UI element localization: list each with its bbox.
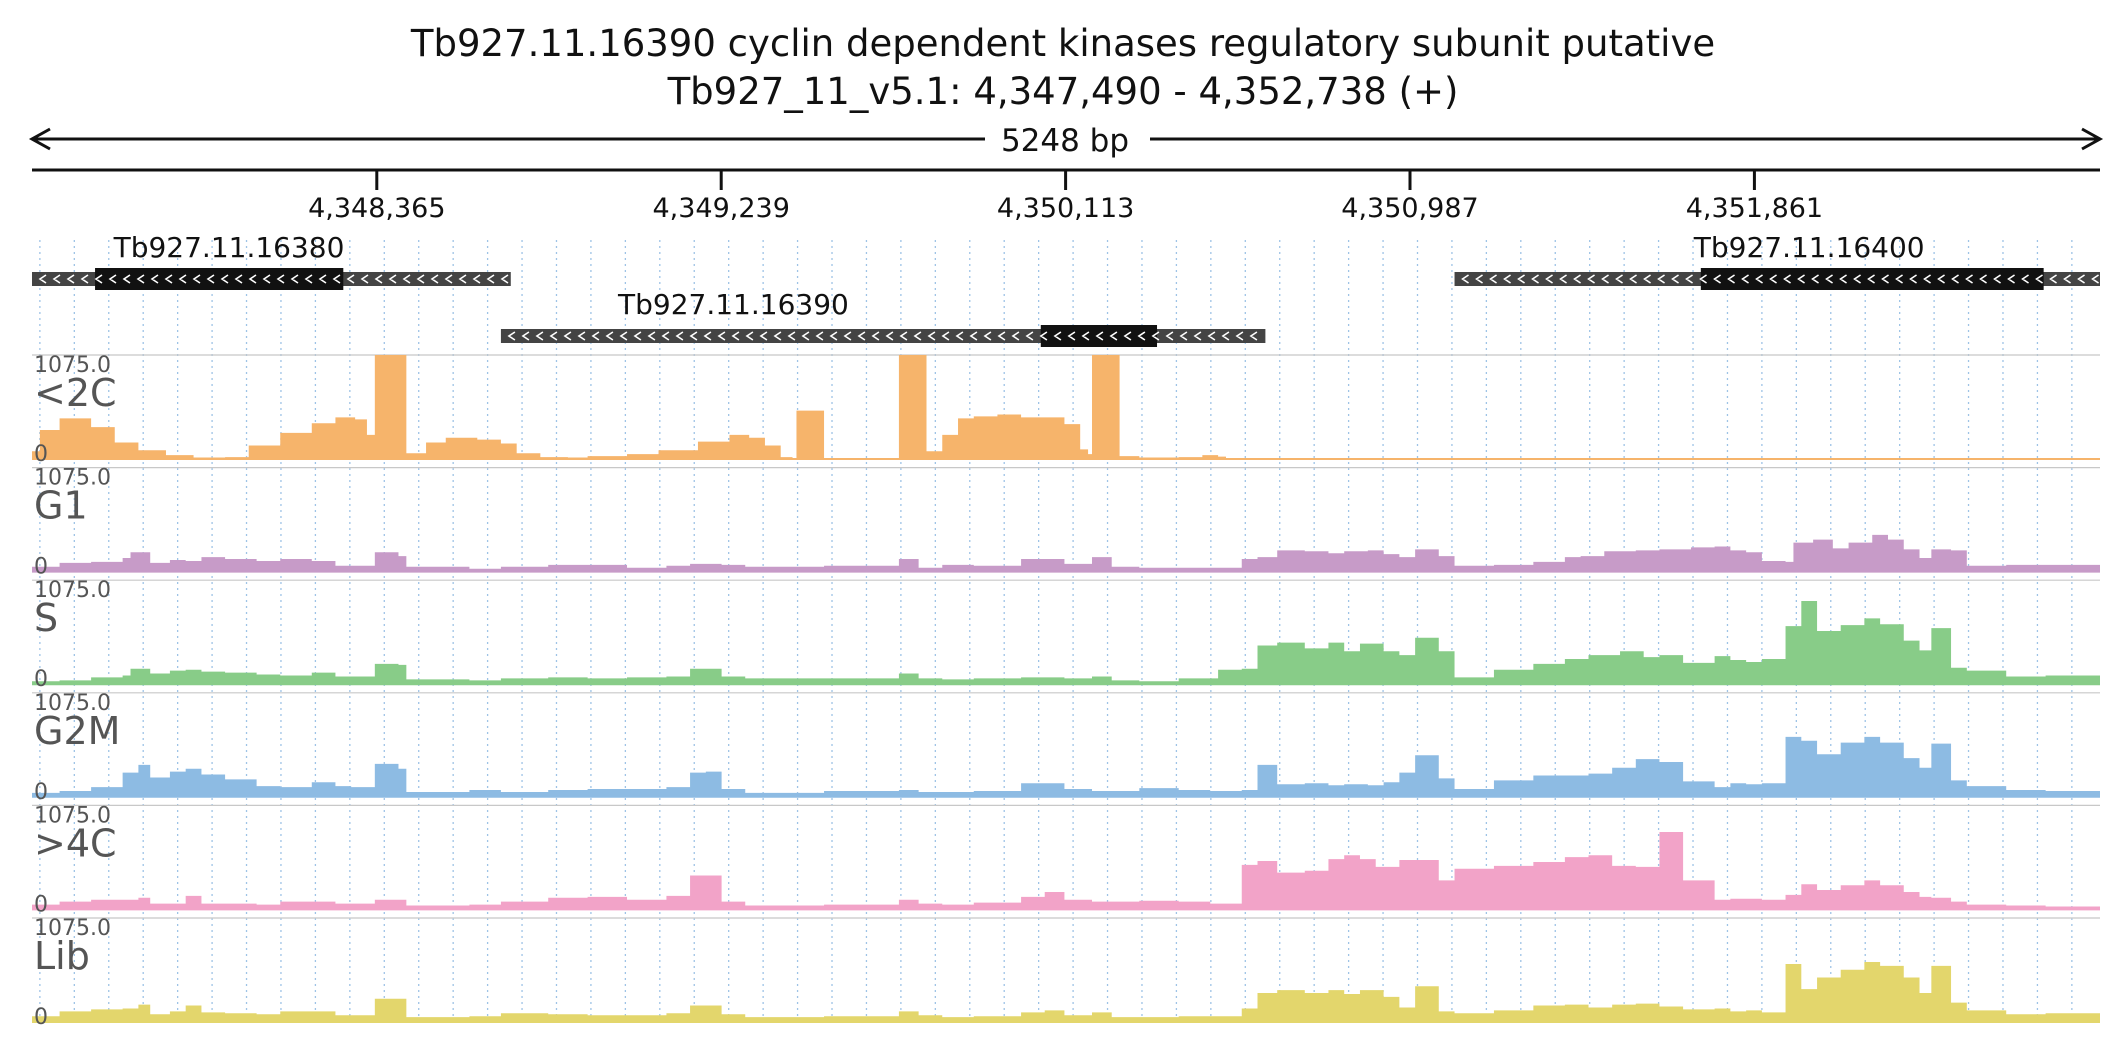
track-name-label: >4C [34,821,117,865]
gene-label: Tb927.11.16400 [1693,231,1925,264]
track-name-label: G2M [34,709,120,753]
track-name-label: <2C [34,371,117,415]
coverage-track: 1075.0>4C 0 [32,803,2100,917]
left-arrowhead-icon [28,127,51,151]
coverage-tracks: 1075.0<2C01075.0G101075.0S01075.0G2M0107… [32,353,2100,1030]
x-axis-ticks: 4,348,365 4,349,239 4,350,113 4,350,987 4,35… [308,170,1823,224]
x-tick-label: 4,349,239 [652,193,789,224]
right-arrowhead-icon [2081,127,2104,151]
coverage-track: 1075.0S 0 [32,578,2100,692]
x-tick-label: 4,348,365 [308,193,445,224]
x-tick-label: 4,350,113 [997,193,1134,224]
gene-cds [95,268,344,290]
track-ymax-label: 1075.0 [34,578,111,603]
track-ymin-label: 0 [34,892,48,917]
gene-cds [1040,325,1158,347]
gene-label: Tb927.11.16380 [113,231,345,264]
chart-title: Tb927.11.16390 cyclin dependent kinases … [410,22,1716,65]
span-label: 5248 bp [1001,123,1129,159]
track-ymax-label: 1075.0 [34,466,111,491]
gene-label: Tb927.11.16390 [617,288,849,321]
coverage-area [32,962,2100,1022]
strand-chevron-icon [1461,274,2099,284]
coverage-area [32,355,2100,459]
strand-chevron-icon [507,331,1258,341]
track-name-label: Lib [34,934,90,978]
gene-cds [1700,268,2044,290]
coverage-track: 1075.0<2C 0 [32,353,2100,467]
coverage-area [32,736,2100,797]
coverage-area [32,601,2100,685]
track-name-label: G1 [34,484,88,528]
track-ymax-label: 1075.0 [34,916,111,941]
track-name-label: S [34,596,58,640]
track-ymin-label: 0 [34,1005,48,1030]
span-indicator: 5248 bp [28,123,2104,159]
coverage-area [32,832,2100,910]
track-ymin-label: 0 [34,555,48,580]
x-tick-label: 4,350,987 [1341,193,1478,224]
coverage-track: 1075.0G1 0 [32,466,2100,580]
strand-chevron-icon [38,274,509,284]
track-ymax-label: 1075.0 [34,691,111,716]
track-ymax-label: 1075.0 [34,353,111,378]
track-ymin-label: 0 [34,667,48,692]
track-ymax-label: 1075.0 [34,803,111,828]
chart-subtitle: Tb927_11_v5.1: 4,347,490 - 4,352,738 (+) [667,70,1459,113]
coverage-area [32,534,2100,572]
track-ymin-label: 0 [34,780,48,805]
gene-track: Tb927.11.16380 Tb927.11.16390 Tb927.11.164… [32,231,2100,347]
x-tick-label: 4,351,861 [1686,193,1823,224]
track-ymin-label: 0 [34,442,48,467]
